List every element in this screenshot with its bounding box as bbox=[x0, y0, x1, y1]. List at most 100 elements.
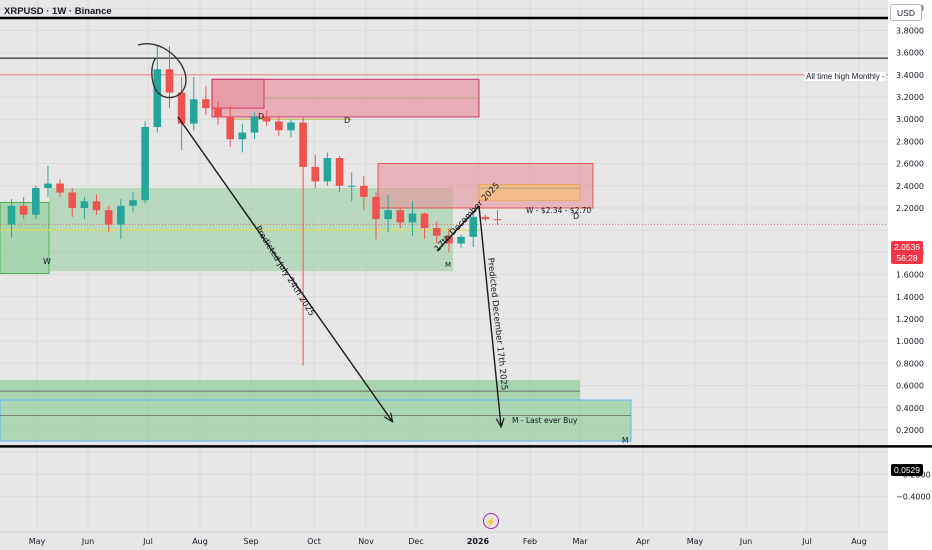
zone-label-d3: D bbox=[573, 212, 579, 221]
candle bbox=[335, 155, 344, 193]
time-tick-label: Jul bbox=[142, 537, 153, 546]
supply-zone-daily-small bbox=[211, 78, 265, 109]
candle bbox=[275, 115, 283, 136]
candle bbox=[19, 196, 28, 220]
small-m-label: M bbox=[445, 261, 451, 269]
candle-body bbox=[323, 158, 332, 182]
zone-label-w-right: W - $2.34 - $2.70 bbox=[526, 206, 592, 215]
arrow-july bbox=[177, 116, 392, 421]
price-tick-label: 3.0000 bbox=[896, 115, 924, 124]
candle bbox=[7, 199, 16, 238]
price-tick-label: 2.6000 bbox=[896, 160, 924, 169]
candle bbox=[141, 121, 149, 204]
candle bbox=[238, 123, 247, 153]
candle bbox=[384, 194, 392, 233]
time-tick-label: Apr bbox=[636, 537, 651, 546]
candle bbox=[347, 172, 356, 202]
zone-label-w-left: W bbox=[43, 257, 51, 266]
candle-body bbox=[92, 201, 101, 211]
candle-body bbox=[262, 116, 271, 122]
time-tick-label: Jun bbox=[739, 537, 753, 546]
time-tick-label: Sep bbox=[243, 537, 258, 546]
candle bbox=[457, 234, 465, 248]
candle-body bbox=[250, 116, 259, 133]
candle-body bbox=[165, 69, 174, 93]
time-tick-label: Dec bbox=[408, 537, 423, 546]
current-price-tag: 2.0536 56:28 bbox=[891, 241, 923, 264]
candle-body bbox=[493, 219, 502, 221]
candle-body bbox=[141, 126, 149, 201]
candle-body bbox=[432, 227, 441, 236]
arrow-up-leg bbox=[436, 205, 480, 252]
candle-body bbox=[44, 183, 52, 189]
currency-selector[interactable]: USD bbox=[890, 4, 922, 21]
arrow-december bbox=[478, 205, 501, 426]
time-tick-label: Feb bbox=[523, 537, 537, 546]
candle-body bbox=[129, 200, 137, 206]
candle bbox=[372, 192, 380, 240]
candle-body bbox=[275, 121, 283, 131]
candle bbox=[117, 199, 125, 240]
time-tick-label: Jun bbox=[81, 537, 95, 546]
demand-zone-m-bottom bbox=[0, 399, 632, 442]
price-tick-label: 1.0000 bbox=[896, 337, 924, 346]
candle-body bbox=[7, 205, 16, 225]
ath-label[interactable]: All time high Monthly - bbox=[805, 72, 886, 81]
time-tick-label: 2026 bbox=[467, 537, 490, 546]
price-tick-label: −0.4000 bbox=[896, 493, 931, 502]
price-tick-label: 0.4000 bbox=[896, 404, 924, 413]
price-tick-label: 1.4000 bbox=[896, 293, 924, 302]
price-tick-label: 1.2000 bbox=[896, 315, 924, 324]
current-price-value: 2.0536 bbox=[894, 242, 920, 252]
time-tick-label: Aug bbox=[192, 537, 208, 546]
time-tick-label: Oct bbox=[307, 537, 321, 546]
time-tick-label: Jul bbox=[801, 537, 812, 546]
candle-body bbox=[299, 122, 307, 167]
zone-label-d1: D bbox=[258, 112, 264, 121]
candle bbox=[104, 205, 113, 233]
candle-body bbox=[68, 192, 77, 208]
price-tick-label: 3.8000 bbox=[896, 26, 924, 35]
zone-label-m-bottom: M bbox=[622, 436, 628, 445]
candle-body bbox=[117, 205, 125, 225]
candle bbox=[56, 179, 64, 197]
price-tick-label: 0.8000 bbox=[896, 359, 924, 368]
time-tick-label: Aug bbox=[851, 537, 867, 546]
symbol-title[interactable]: XRPUSD · 1W · Binance bbox=[4, 6, 112, 17]
price-tick-label: 0.2000 bbox=[896, 426, 924, 435]
candle-body bbox=[226, 116, 234, 140]
candle bbox=[153, 45, 162, 133]
candle bbox=[177, 77, 186, 151]
candle bbox=[262, 110, 271, 126]
candle-body bbox=[396, 210, 405, 223]
candle-body bbox=[104, 210, 113, 225]
candle-body bbox=[360, 185, 368, 197]
candle bbox=[493, 210, 502, 225]
candle bbox=[311, 154, 320, 189]
price-tick-label: 0.6000 bbox=[896, 382, 924, 391]
candle bbox=[445, 227, 453, 253]
price-tick-label: 3.2000 bbox=[896, 93, 924, 102]
candle bbox=[202, 85, 210, 115]
candle bbox=[44, 165, 52, 197]
candle-body bbox=[177, 92, 186, 124]
candle bbox=[360, 175, 368, 211]
candle-body bbox=[80, 201, 89, 208]
low-price-tag: 0.0529 bbox=[891, 464, 923, 476]
candle bbox=[481, 214, 490, 222]
candle bbox=[32, 185, 40, 220]
tradingview-logo-icon[interactable]: ⚡ bbox=[483, 513, 499, 529]
price-tick-label: 2.8000 bbox=[896, 137, 924, 146]
candle-body bbox=[56, 183, 64, 193]
price-tick-label: 2.2000 bbox=[896, 204, 924, 213]
candle-body bbox=[19, 205, 28, 215]
candle bbox=[214, 101, 222, 125]
candle bbox=[287, 119, 295, 137]
candle-body bbox=[384, 210, 392, 220]
price-tick-label: 1.6000 bbox=[896, 271, 924, 280]
candle bbox=[432, 221, 441, 244]
candle bbox=[92, 194, 101, 215]
candle bbox=[68, 188, 77, 217]
